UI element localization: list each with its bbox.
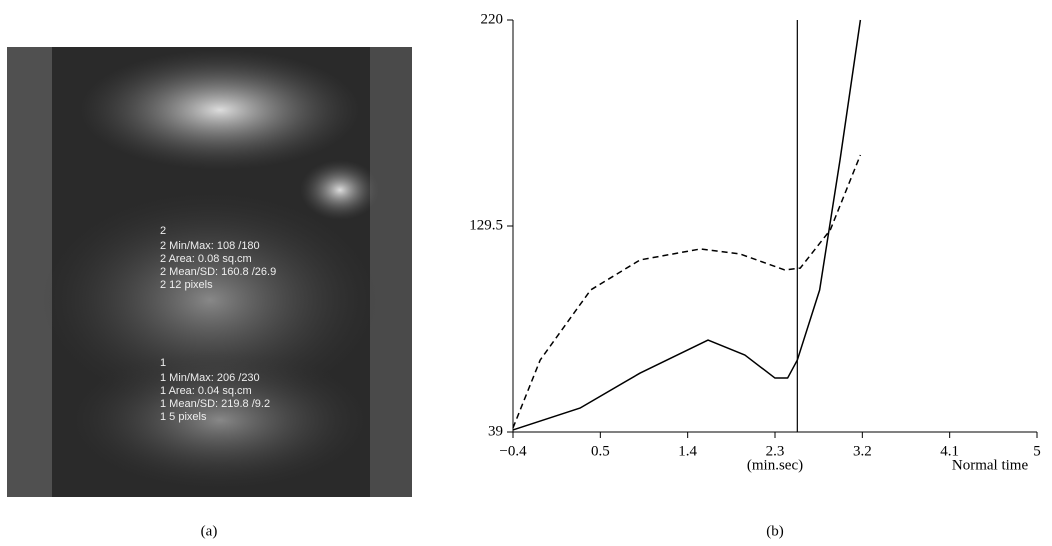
x-axis-label: (min.sec): [747, 457, 803, 473]
overlay-label: 2 Area: 0.08 sq.cm: [160, 253, 252, 265]
organ: [300, 160, 380, 220]
x-axis-label: Normal time: [952, 457, 1029, 473]
overlay-label: 2 Mean/SD: 160.8 /26.9: [160, 266, 276, 278]
overlay-label: 1 Area: 0.04 sq.cm: [160, 385, 252, 397]
line-series: [512, 19, 862, 431]
overlay-label: 2: [160, 225, 166, 237]
x-tick-label: −0.4: [499, 443, 527, 459]
liver: [80, 50, 360, 170]
figure-label: (a): [201, 523, 218, 539]
y-tick-label: 220: [481, 11, 504, 27]
image-edge: [7, 47, 52, 497]
overlay-label: 1 Mean/SD: 219.8 /9.2: [160, 398, 270, 410]
image-edge: [370, 47, 412, 497]
x-tick-label: 4.1: [940, 443, 959, 459]
bowel: [40, 190, 380, 410]
line-series: [512, 154, 862, 429]
x-tick-label: 1.4: [678, 443, 697, 459]
overlay-label: 1: [160, 357, 166, 369]
overlay-label: 2 Min/Max: 108 /180: [160, 240, 260, 252]
overlay-label: 1 Min/Max: 206 /230: [160, 372, 260, 384]
figure-label: (b): [766, 523, 784, 539]
bowel: [70, 350, 370, 490]
x-tick-label: 0.5: [591, 443, 610, 459]
mri-image: [7, 47, 412, 497]
x-tick-label: 5: [1033, 443, 1041, 459]
y-tick-label: 129.5: [469, 217, 503, 233]
overlay-label: 1 5 pixels: [160, 411, 207, 423]
x-tick-label: 3.2: [853, 443, 872, 459]
overlay-label: 2 12 pixels: [160, 279, 213, 291]
y-tick-label: 39: [488, 423, 503, 439]
x-tick-label: 2.3: [766, 443, 785, 459]
